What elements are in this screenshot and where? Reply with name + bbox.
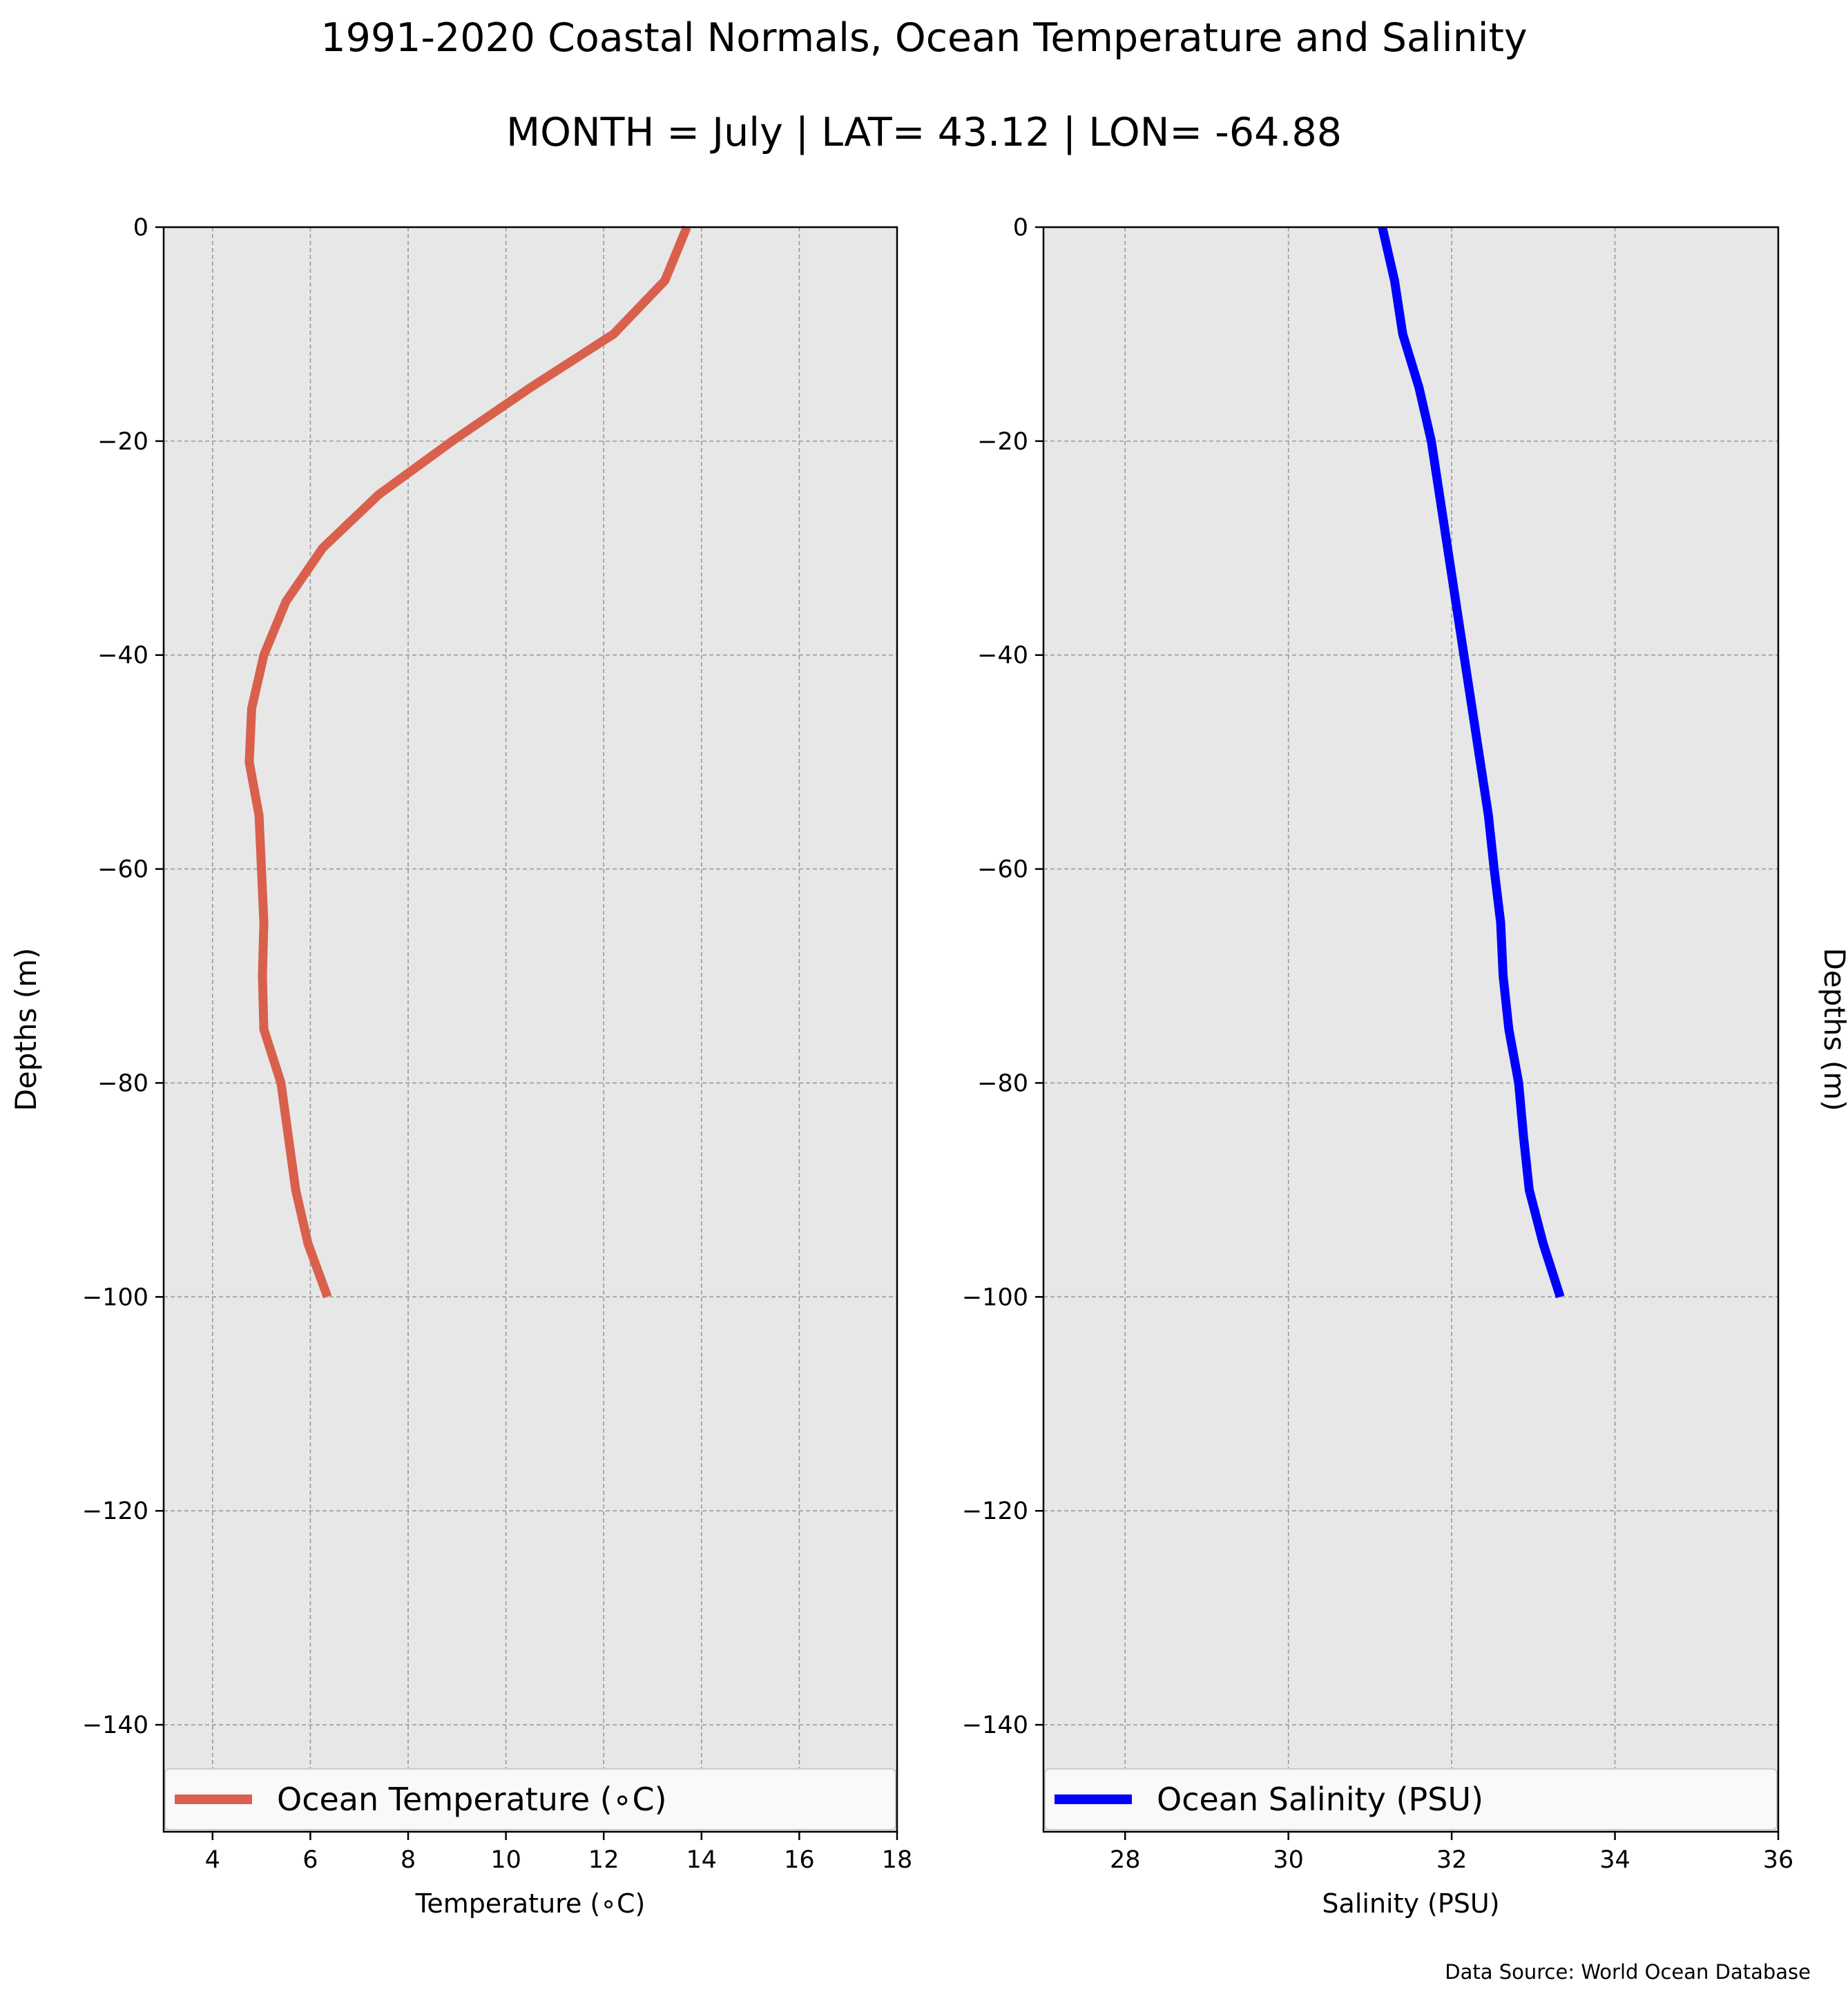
- data-point: [1488, 815, 1489, 816]
- y-tick-label: −80: [97, 1070, 148, 1097]
- salinity-axes-frame: [1042, 226, 1780, 1833]
- x-tick-label: 8: [401, 1846, 416, 1874]
- temperature-axes-frame: [162, 226, 898, 1833]
- y-tick-label: 0: [1013, 214, 1028, 242]
- y-tick-label: 0: [133, 214, 148, 242]
- salinity-panel: Ocean Salinity (PSU) 0 −20 −40 −60 −80 −100 −1…: [962, 214, 1848, 1919]
- y-tick-label: −100: [962, 1284, 1028, 1311]
- temperature-y-ticks: 0 −20 −40 −60 −80 −100 −120 −140: [82, 214, 164, 1739]
- x-tick-label: 14: [686, 1846, 718, 1874]
- temperature-legend-box: [164, 1768, 896, 1830]
- y-tick-label: −80: [977, 1070, 1028, 1097]
- data-point: [285, 601, 287, 602]
- data-point: [307, 1243, 309, 1244]
- y-tick-label: −20: [977, 428, 1028, 456]
- data-point: [664, 280, 666, 281]
- temperature-gridlines: [164, 227, 897, 1832]
- x-tick-label: 4: [205, 1846, 220, 1874]
- x-tick-label: 6: [302, 1846, 318, 1874]
- salinity-x-ticks: 28 30 32 34 36: [1110, 1832, 1793, 1874]
- y-tick-label: −40: [97, 642, 148, 670]
- salinity-x-axis-label: Salinity (PSU): [1322, 1888, 1499, 1919]
- y-tick-label: −120: [82, 1498, 148, 1525]
- x-tick-label: 28: [1110, 1846, 1141, 1874]
- figure-subtitle: MONTH = July | LAT= 43.12 | LON= -64.88: [506, 110, 1342, 155]
- temperature-x-axis-label: Temperature (∘C): [415, 1888, 646, 1919]
- x-tick-label: 34: [1599, 1846, 1630, 1874]
- data-point: [1394, 280, 1395, 281]
- x-tick-label: 10: [490, 1846, 521, 1874]
- salinity-legend: Ocean Salinity (PSU): [1044, 1768, 1778, 1830]
- temperature-y-axis-label: Depths (m): [9, 948, 43, 1112]
- y-tick-label: −140: [82, 1712, 148, 1739]
- x-tick-label: 18: [882, 1846, 913, 1874]
- data-source-note: Data Source: World Ocean Database: [1445, 1960, 1811, 1984]
- x-tick-label: 12: [588, 1846, 619, 1874]
- temperature-legend: Ocean Temperature (∘C): [164, 1768, 896, 1830]
- y-tick-label: −60: [97, 856, 148, 884]
- salinity-legend-label: Ocean Salinity (PSU): [1157, 1781, 1483, 1818]
- data-point: [378, 494, 380, 495]
- x-tick-label: 32: [1436, 1846, 1467, 1874]
- data-point: [1438, 494, 1440, 495]
- data-point: [530, 387, 531, 388]
- salinity-plot-area: [1043, 227, 1778, 1832]
- salinity-gridlines: [1043, 227, 1778, 1832]
- data-point: [613, 333, 614, 335]
- temperature-series: [244, 225, 691, 1299]
- data-point: [1418, 387, 1420, 388]
- temperature-legend-label: Ocean Temperature (∘C): [277, 1781, 667, 1818]
- y-tick-label: −40: [977, 642, 1028, 670]
- data-point: [251, 708, 252, 709]
- salinity-legend-box: [1044, 1768, 1778, 1830]
- y-tick-label: −140: [962, 1712, 1028, 1739]
- temperature-panel: Ocean Temperature (∘C) 0 −20 −40 −60 −80 −100…: [9, 214, 912, 1919]
- x-tick-label: 36: [1763, 1846, 1794, 1874]
- y-tick-label: −120: [962, 1498, 1028, 1525]
- salinity-y-axis-label: Depths (m): [1818, 948, 1848, 1112]
- salinity-y-ticks: 0 −20 −40 −60 −80 −100 −120 −140: [962, 214, 1043, 1739]
- x-tick-label: 16: [784, 1846, 815, 1874]
- y-tick-label: −100: [82, 1284, 148, 1311]
- x-tick-label: 30: [1273, 1846, 1304, 1874]
- figure-title: 1991-2020 Coastal Normals, Ocean Tempera…: [320, 15, 1527, 61]
- y-tick-label: −60: [977, 856, 1028, 884]
- temperature-x-ticks: 4 6 8 10 12 14 16 18: [205, 1832, 913, 1874]
- y-tick-label: −20: [97, 428, 148, 456]
- temperature-plot-area: [164, 227, 897, 1832]
- data-point: [1508, 1029, 1510, 1030]
- data-point: [258, 815, 260, 816]
